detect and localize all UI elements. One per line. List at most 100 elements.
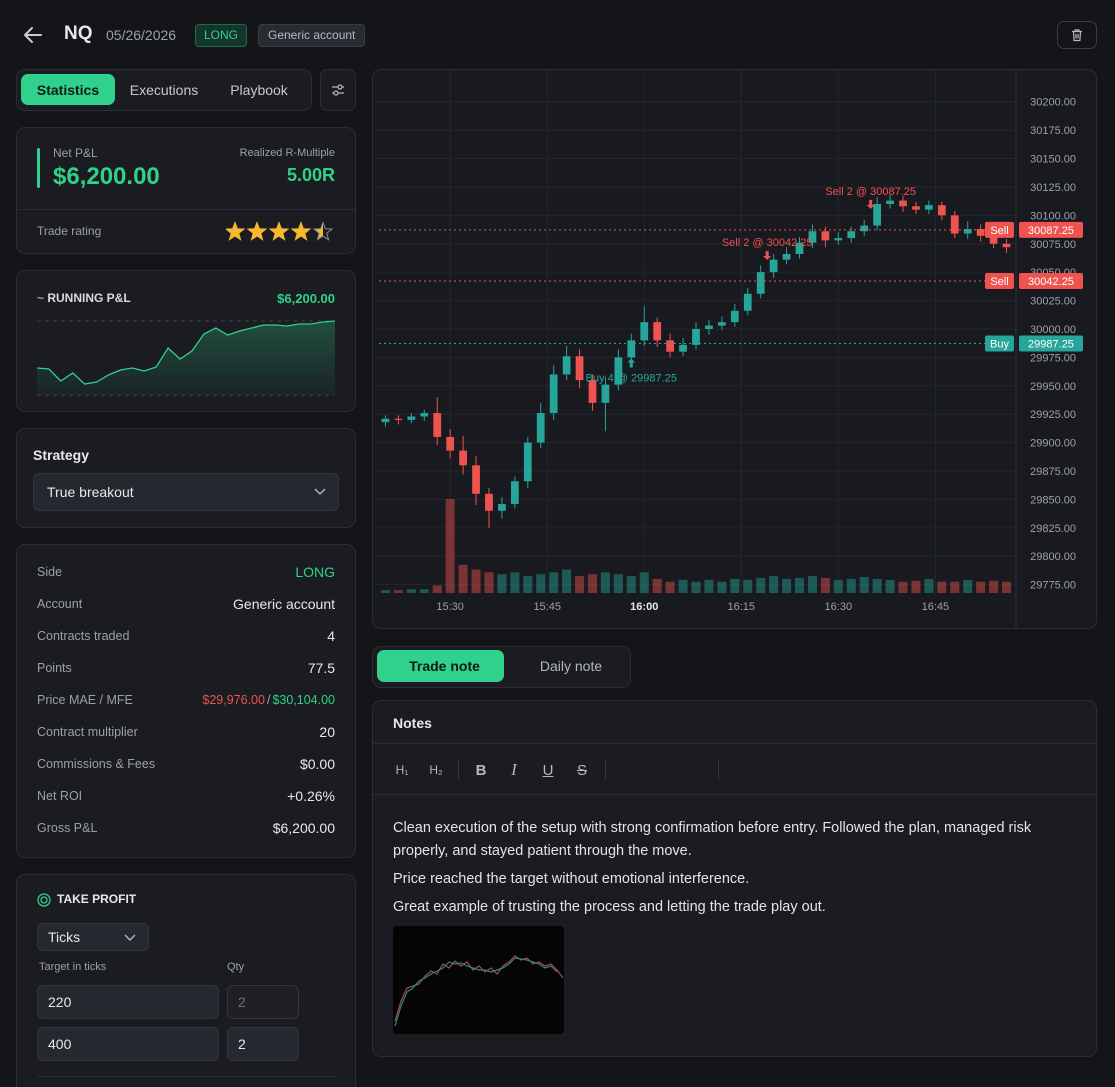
note-paragraph: Price reached the target without emotion… xyxy=(393,871,750,887)
strategy-card: Strategy True breakout xyxy=(16,428,356,528)
toolbar: H₁ H₂ B I U S xyxy=(373,755,1096,785)
separator: / xyxy=(266,693,271,707)
candle-body xyxy=(834,238,843,241)
delete-button[interactable] xyxy=(1057,21,1097,49)
candle-body xyxy=(717,322,726,326)
y-tick-label: 30000.00 xyxy=(1030,324,1076,336)
divider xyxy=(373,743,1096,744)
strategy-select[interactable]: True breakout xyxy=(33,473,339,511)
stat-label: Side xyxy=(37,565,63,579)
toolbar-separator xyxy=(458,760,459,780)
candle-body xyxy=(860,225,869,232)
level-name: Sell xyxy=(990,276,1008,288)
back-button[interactable] xyxy=(22,24,44,46)
level-price: 29987.25 xyxy=(1028,338,1074,350)
area xyxy=(37,321,335,395)
volume-bar xyxy=(963,579,973,593)
candle-body xyxy=(523,442,532,482)
volume-bar xyxy=(587,574,598,593)
note-tab[interactable]: Trade note xyxy=(377,650,504,682)
candle-body xyxy=(562,356,571,375)
candle-body xyxy=(795,242,804,254)
y-tick-label: 29950.00 xyxy=(1030,381,1076,393)
volume-bar xyxy=(510,572,520,593)
volume-bar xyxy=(898,581,908,593)
volume-bar xyxy=(937,581,947,593)
volume-bar xyxy=(769,576,779,593)
pnl-card: Net P&L $6,200.00 Realized R-Multiple 5.… xyxy=(16,127,356,254)
note-image xyxy=(393,926,564,1034)
note-paragraph: Great example of trusting the process an… xyxy=(393,899,826,915)
candle-body xyxy=(485,493,493,511)
running-pnl-title: ~ RUNNING P&L xyxy=(37,291,131,305)
toolbar-button[interactable]: H₁ xyxy=(395,763,409,777)
level-tag xyxy=(985,272,1014,289)
volume-bar xyxy=(419,589,429,593)
volume-bar xyxy=(678,579,688,593)
volume-bar xyxy=(432,585,442,593)
target-input[interactable]: 400 xyxy=(37,1027,219,1061)
y-tick-label: 30100.00 xyxy=(1030,210,1076,222)
stat-label: Net ROI xyxy=(37,789,83,803)
toolbar-button[interactable]: H₂ xyxy=(429,763,443,777)
volume-bar xyxy=(471,569,481,593)
tab-button[interactable]: Executions xyxy=(129,81,199,98)
toolbar-button[interactable]: S xyxy=(576,761,587,779)
candle-body xyxy=(679,344,687,352)
candle-body xyxy=(1002,243,1011,248)
candle-body xyxy=(575,356,584,381)
y-tick-label: 29875.00 xyxy=(1030,466,1076,478)
level-tag xyxy=(985,335,1014,352)
tab-button[interactable]: Playbook xyxy=(230,81,288,98)
star xyxy=(246,221,268,241)
tab-button[interactable]: Statistics xyxy=(21,74,115,105)
volume-bar xyxy=(549,572,559,593)
volume-bar xyxy=(575,576,585,593)
volume-bar xyxy=(976,581,986,593)
candle-body xyxy=(925,205,933,210)
target-icon xyxy=(37,893,51,907)
volume-bar xyxy=(717,581,727,593)
filter-button[interactable] xyxy=(320,69,356,111)
target-input[interactable]: 220 xyxy=(37,985,219,1019)
pnl-value: $6,200.00 xyxy=(53,163,160,190)
rating-label: Trade rating xyxy=(37,224,102,238)
candle-body xyxy=(627,340,636,358)
strategy-label: Strategy xyxy=(33,447,90,463)
qty-input[interactable]: 2 xyxy=(227,1027,299,1061)
volume-bar xyxy=(652,578,662,593)
trade-annotation: Sell 2 @ 30087.25 xyxy=(825,186,916,198)
candle-body xyxy=(937,205,946,216)
x-tick-label: 16:45 xyxy=(922,601,950,613)
symbol: NQ xyxy=(64,23,93,44)
toolbar-button[interactable]: B xyxy=(475,761,487,779)
trend-icon: ~ xyxy=(37,291,48,305)
pnl-label: Net P&L xyxy=(53,146,98,160)
volume-bar xyxy=(950,581,960,593)
x-tick-label: 16:15 xyxy=(728,601,756,613)
mode-select[interactable]: Ticks xyxy=(37,923,149,951)
y-tick-label: 30200.00 xyxy=(1030,97,1076,109)
candle-body xyxy=(407,416,416,420)
candle-body xyxy=(601,384,610,403)
candle-body xyxy=(743,293,752,311)
note-tab[interactable]: Daily note xyxy=(510,650,624,682)
qty-input[interactable]: 2 xyxy=(227,985,299,1019)
star xyxy=(312,221,334,241)
volume-bar xyxy=(406,589,416,593)
candle-body xyxy=(769,259,778,273)
star xyxy=(226,221,246,241)
stat-label: Points xyxy=(37,661,72,675)
candle-body xyxy=(381,418,390,423)
toolbar-button[interactable]: I xyxy=(511,760,517,779)
toolbar-button[interactable]: U xyxy=(542,761,554,779)
stat-value: 20 xyxy=(319,724,335,740)
x-tick-label: 15:30 xyxy=(436,601,464,613)
volume-bar xyxy=(523,576,533,593)
y-tick-label: 30175.00 xyxy=(1030,125,1076,137)
volume-bar xyxy=(665,581,675,593)
candle-body xyxy=(640,322,649,341)
y-tick-label: 30025.00 xyxy=(1030,296,1076,308)
pnl-accent xyxy=(37,148,40,188)
strategy-value: True breakout xyxy=(47,484,134,500)
